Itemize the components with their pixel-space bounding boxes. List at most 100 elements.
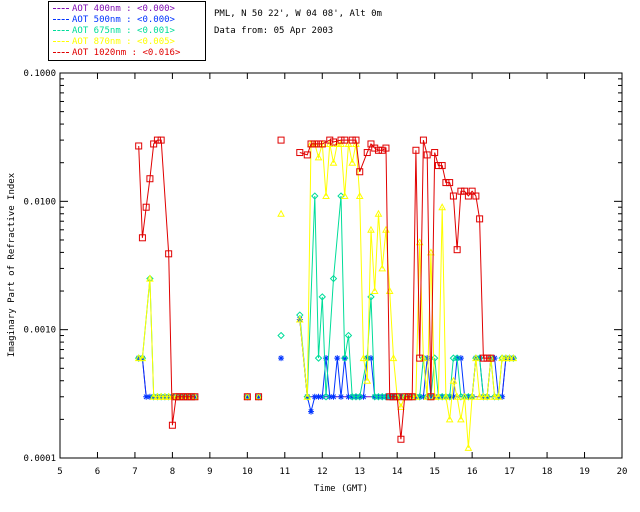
series-line-400 [138, 357, 195, 398]
data-point [135, 142, 143, 150]
data-point [318, 140, 326, 148]
series-line-675 [138, 278, 195, 398]
data-point [296, 311, 304, 319]
series-870 [134, 139, 518, 451]
data-point [502, 354, 510, 362]
data-point [356, 393, 364, 401]
data-point [278, 355, 285, 362]
data-point [180, 393, 188, 401]
data-point [430, 354, 439, 362]
data-point [348, 158, 357, 166]
x-tick-label: 5 [57, 467, 62, 477]
data-point [341, 136, 349, 144]
data-point [277, 331, 285, 340]
data-point [483, 354, 491, 362]
legend: AOT 400nm : <0.000> AOT 500nm : <0.000> … [48, 1, 206, 61]
data-point [450, 393, 457, 400]
legend-item-400: AOT 400nm : <0.000> [53, 4, 175, 15]
x-tick-label: 10 [242, 467, 253, 477]
data-point [243, 393, 251, 401]
data-point [329, 274, 338, 283]
data-point [424, 355, 431, 362]
data-point [352, 136, 360, 144]
data-point [344, 331, 353, 340]
data-point [404, 393, 412, 401]
data-point [389, 393, 397, 401]
data-point [307, 140, 315, 148]
data-point [464, 192, 472, 200]
y-tick-label: 0.0100 [23, 197, 56, 207]
data-point [382, 144, 390, 152]
data-point [434, 392, 443, 400]
data-point [397, 402, 405, 410]
data-point [315, 140, 323, 148]
data-point [461, 187, 469, 195]
x-tick-label: 7 [132, 467, 137, 477]
data-point [401, 393, 409, 401]
series-line-500 [138, 357, 195, 398]
data-point [329, 158, 338, 166]
data-point [326, 136, 334, 144]
x-tick-label: 11 [279, 467, 290, 477]
data-point [311, 192, 319, 200]
x-tick-label: 17 [504, 467, 515, 477]
data-point [314, 153, 323, 161]
data-point [326, 393, 333, 400]
legend-swatch-675 [53, 30, 69, 31]
data-point [419, 136, 427, 144]
data-point [434, 162, 442, 170]
data-point [318, 293, 326, 301]
data-point [412, 392, 420, 400]
x-axis-label: Time (GMT) [314, 484, 368, 494]
legend-label-400: AOT 400nm : <0.000> [72, 4, 175, 14]
legend-item-675: AOT 675nm : <0.001> [53, 26, 175, 37]
data-point [338, 393, 344, 400]
data-point [255, 393, 262, 400]
data-point [494, 392, 503, 400]
data-point [334, 355, 341, 362]
x-tick-label: 15 [429, 467, 440, 477]
data-point [431, 149, 439, 157]
data-point [445, 415, 454, 423]
legend-item-870: AOT 870nm : <0.005> [53, 37, 175, 48]
data-point [325, 139, 334, 147]
data-point [146, 393, 153, 400]
data-point [146, 274, 154, 282]
data-point [360, 393, 367, 400]
data-point [176, 393, 184, 401]
data-point [337, 136, 345, 144]
data-point [449, 376, 458, 384]
data-point [333, 139, 342, 147]
data-point [348, 136, 356, 144]
data-point [322, 191, 330, 200]
data-point [427, 393, 435, 401]
data-point [296, 149, 304, 157]
data-point [457, 355, 464, 362]
data-point [499, 393, 506, 400]
data-point [341, 354, 349, 362]
y-tick-label: 0.1000 [23, 69, 56, 79]
data-point [490, 392, 499, 400]
data-point [367, 140, 375, 148]
data-point [367, 225, 375, 233]
data-point [442, 392, 450, 400]
x-tick-label: 9 [207, 467, 212, 477]
date-info: Data from: 05 Apr 2003 [214, 26, 334, 36]
data-point [460, 392, 469, 400]
data-point [479, 392, 488, 400]
data-point [165, 250, 173, 258]
data-point [374, 146, 382, 154]
data-point [420, 393, 427, 400]
data-point [446, 179, 454, 187]
data-point [419, 354, 428, 362]
data-point [315, 393, 322, 400]
legend-swatch-870 [53, 41, 69, 42]
y-tick-label: 0.0010 [23, 326, 56, 336]
data-point [138, 234, 146, 242]
data-point [386, 393, 394, 401]
data-point [187, 393, 195, 401]
data-point [479, 354, 487, 362]
data-point [161, 392, 169, 400]
data-point [498, 354, 506, 362]
data-point [509, 354, 518, 362]
